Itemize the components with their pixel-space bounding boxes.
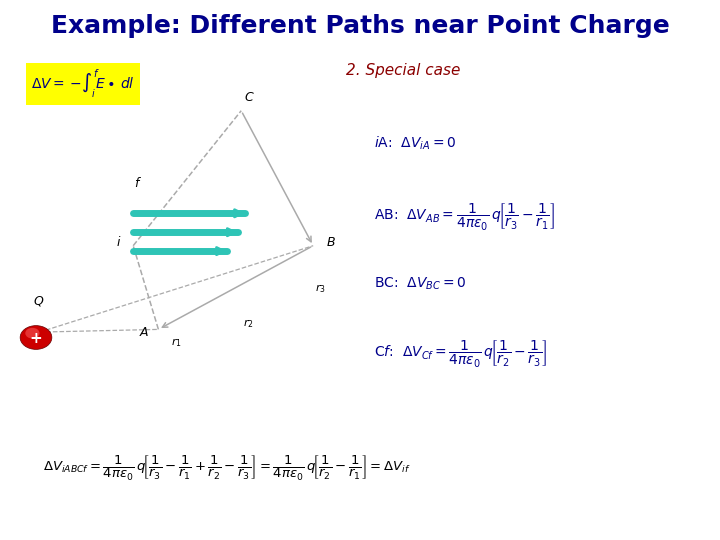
Text: 2. Special case: 2. Special case [346,63,460,78]
Text: C$f$:  $\Delta V_{Cf} = \dfrac{1}{4\pi\varepsilon_0}\,q\!\left[\dfrac{1}{r_2} - : C$f$: $\Delta V_{Cf} = \dfrac{1}{4\pi\va… [374,338,548,369]
Text: AB:  $\Delta V_{AB} = \dfrac{1}{4\pi\varepsilon_0}\,q\!\left[\dfrac{1}{r_3} - \d: AB: $\Delta V_{AB} = \dfrac{1}{4\pi\vare… [374,200,556,232]
Text: $i$A:  $\Delta V_{iA} = 0$: $i$A: $\Delta V_{iA} = 0$ [374,134,456,152]
Text: $\Delta V = -\!\int_{i}^{f}\! E \bullet\, dl$: $\Delta V = -\!\int_{i}^{f}\! E \bullet\… [31,68,135,100]
Text: BC:  $\Delta V_{BC} = 0$: BC: $\Delta V_{BC} = 0$ [374,275,467,292]
Text: $r_3$: $r_3$ [315,282,326,295]
Text: +: + [30,331,42,346]
Text: A: A [140,326,148,339]
Circle shape [20,326,52,349]
Text: C: C [244,91,253,104]
Text: $\Delta V_{iABCf} = \dfrac{1}{4\pi\varepsilon_0}\,q\!\left[\dfrac{1}{r_3} - \dfr: $\Delta V_{iABCf} = \dfrac{1}{4\pi\varep… [43,453,411,482]
Text: i: i [117,237,120,249]
Text: $r_1$: $r_1$ [171,336,182,349]
Circle shape [25,328,40,339]
Text: Example: Different Paths near Point Charge: Example: Different Paths near Point Char… [50,14,670,37]
Text: $r_2$: $r_2$ [243,318,253,330]
Text: f: f [135,177,139,190]
Text: Q: Q [34,294,44,307]
Text: B: B [327,237,336,249]
